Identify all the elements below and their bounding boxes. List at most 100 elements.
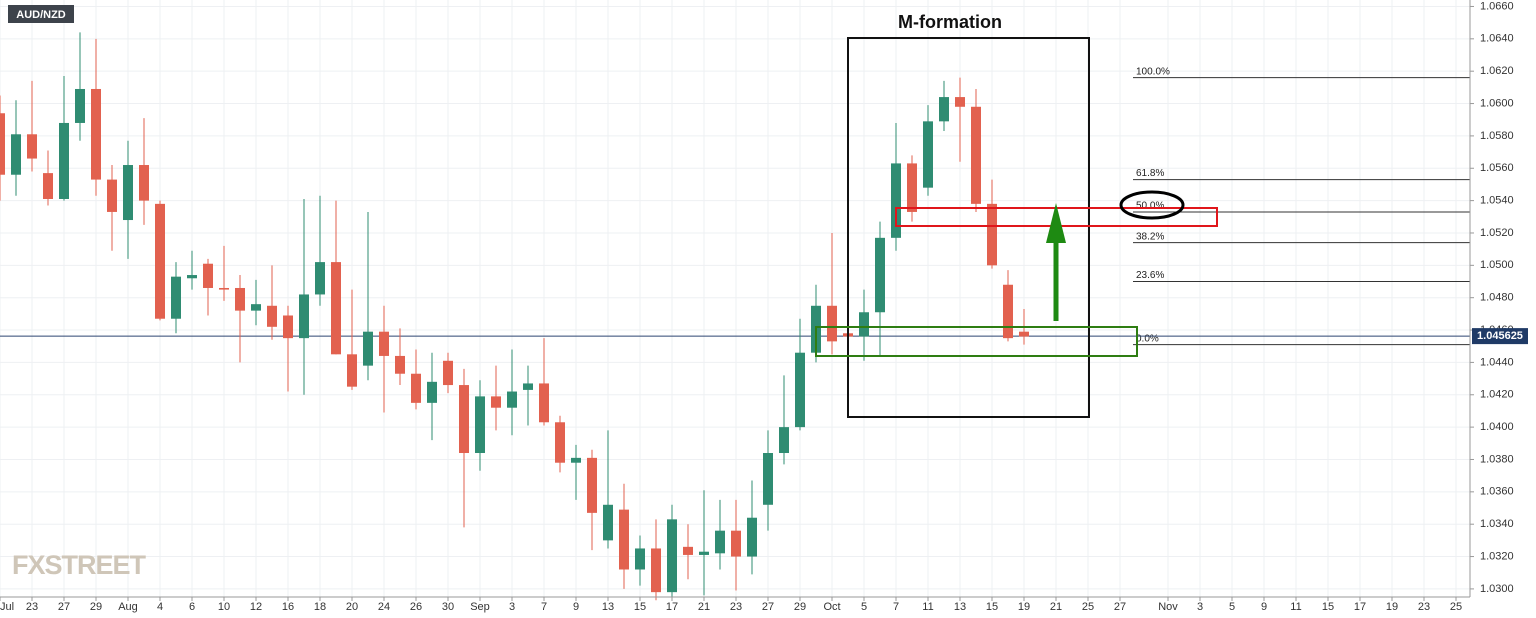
y-tick-label: 1.0360	[1480, 486, 1514, 498]
fibonacci: 100.0% 61.8% 50.0% 38.2% 23.6% 0.0%	[0, 66, 1470, 346]
candle-body	[987, 203, 997, 266]
candle-body	[491, 396, 501, 408]
y-tick-label: 1.0620	[1480, 65, 1514, 77]
y-tick-label: 1.0660	[1480, 0, 1514, 12]
fib-label: 0.0%	[1136, 333, 1159, 344]
x-tick-label: 27	[762, 601, 774, 613]
x-tick-label: 29	[90, 601, 102, 613]
x-tick-label: 23	[26, 601, 38, 613]
candle-body	[1019, 331, 1029, 337]
y-tick-label: 1.0520	[1480, 227, 1514, 239]
x-tick-label: 25	[1082, 601, 1094, 613]
x-tick-label: Jul	[0, 601, 14, 613]
x-tick-label: 17	[1354, 601, 1366, 613]
candle-body	[219, 287, 229, 290]
x-tick-label: 5	[1229, 601, 1235, 613]
candle-body	[475, 396, 485, 454]
candle-body	[283, 315, 293, 339]
candle-body	[235, 287, 245, 311]
candle-body	[59, 122, 69, 199]
y-tick-label: 1.0600	[1480, 97, 1514, 109]
candle-body	[299, 294, 309, 339]
x-tick-label: Nov	[1158, 601, 1178, 613]
x-tick-label: 9	[1261, 601, 1267, 613]
y-tick-label: 1.0480	[1480, 292, 1514, 304]
fib-label: 23.6%	[1136, 270, 1164, 281]
y-tick-label: 1.0420	[1480, 389, 1514, 401]
candle-body	[395, 355, 405, 374]
candle-body	[859, 312, 869, 337]
support-zone	[815, 326, 1138, 357]
x-tick-label: 18	[314, 601, 326, 613]
y-tick-label: 1.0580	[1480, 130, 1514, 142]
fib-label: 100.0%	[1136, 66, 1170, 77]
annotations: M-formation	[815, 12, 1218, 418]
candle-body	[635, 548, 645, 570]
x-tick-label: Sep	[470, 601, 490, 613]
x-tick-label: 24	[378, 601, 390, 613]
candle-body	[779, 427, 789, 454]
candle-body	[731, 530, 741, 557]
candle-body	[699, 551, 709, 555]
candle-body	[795, 352, 805, 428]
candle-body	[43, 173, 53, 199]
candle-body	[571, 457, 581, 463]
x-tick-label: 27	[1114, 601, 1126, 613]
x-tick-label: Aug	[118, 601, 138, 613]
last-price-label: 1.045625	[1477, 330, 1523, 342]
candle-body	[11, 134, 21, 175]
x-tick-label: 7	[893, 601, 899, 613]
candle-body	[747, 517, 757, 557]
candle-body	[539, 383, 549, 423]
candle-body	[603, 504, 613, 541]
x-tick-label: 6	[189, 601, 195, 613]
watermark: FXSTREET	[12, 550, 147, 580]
y-tick-label: 1.0300	[1480, 583, 1514, 595]
candle-body	[171, 276, 181, 319]
x-tick-label: 23	[730, 601, 742, 613]
x-tick-label: 23	[1418, 601, 1430, 613]
last-price-badge	[1472, 328, 1528, 345]
x-tick-label: 27	[58, 601, 70, 613]
fib-label: 61.8%	[1136, 168, 1164, 179]
y-tick-label: 1.0640	[1480, 33, 1514, 45]
y-tick-label: 1.0400	[1480, 421, 1514, 433]
y-tick-label: 1.0500	[1480, 259, 1514, 271]
candle-body	[715, 530, 725, 554]
y-tick-label: 1.0320	[1480, 550, 1514, 562]
candle-body	[139, 165, 149, 201]
x-tick-label: 29	[794, 601, 806, 613]
x-tick-label: 25	[1450, 601, 1462, 613]
candle-body	[155, 203, 165, 319]
candle-body	[379, 331, 389, 356]
candle-body	[875, 237, 885, 313]
x-tick-label: 4	[157, 601, 163, 613]
candle-body	[459, 385, 469, 454]
x-tick-label: 11	[922, 601, 933, 613]
y-tick-label: 1.0440	[1480, 356, 1514, 368]
candle-body	[619, 509, 629, 570]
x-tick-label: 21	[1050, 601, 1062, 613]
candle-body	[331, 262, 341, 355]
candle-body	[315, 262, 325, 295]
candle-body	[107, 179, 117, 212]
symbol: AUD/NZD	[16, 9, 66, 21]
x-tick-label: 17	[666, 601, 678, 613]
candle-body	[75, 88, 85, 123]
x-tick-label: 26	[410, 601, 422, 613]
candle-body	[91, 88, 101, 180]
x-tick-label: 19	[1386, 601, 1398, 613]
candle-body	[907, 163, 917, 212]
x-tick-label: 9	[573, 601, 579, 613]
candle-body	[587, 457, 597, 513]
y-tick-label: 1.0340	[1480, 518, 1514, 530]
candle-body	[523, 383, 533, 390]
candle-body	[667, 519, 677, 593]
candle-body	[683, 546, 693, 555]
candle-body	[827, 305, 837, 342]
highlight-ellipse	[1119, 190, 1185, 220]
candle-body	[923, 121, 933, 188]
arrow-head	[1046, 203, 1066, 243]
